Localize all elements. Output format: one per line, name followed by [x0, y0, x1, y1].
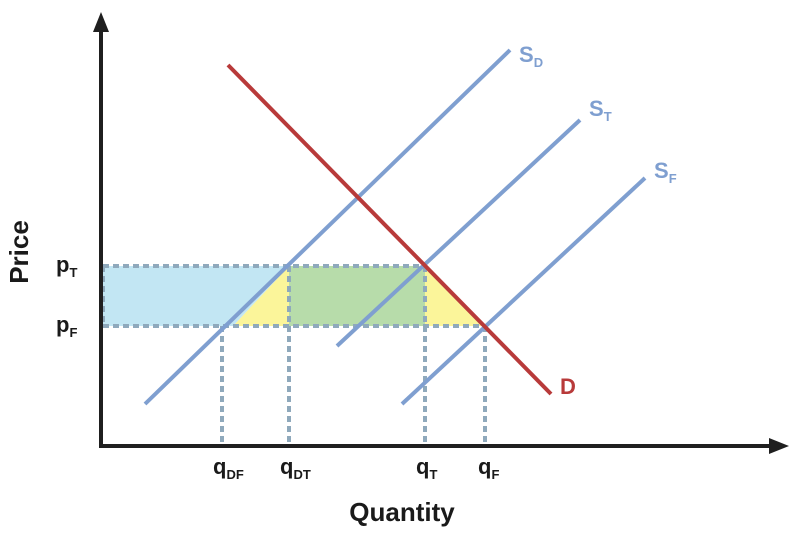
price-label-pT: pT	[56, 252, 77, 280]
region-blue-strip	[222, 266, 233, 326]
supply-curve-ST	[335, 118, 582, 348]
quantity-label-qT: qT	[416, 454, 437, 482]
quantity-label-qDF: qDF	[213, 454, 244, 482]
quantity-label-qDT: qDT	[280, 454, 311, 482]
quantity-label-qF: qF	[478, 454, 499, 482]
x-axis-arrow-icon	[769, 438, 789, 454]
region-blue	[103, 266, 223, 326]
region-blue-tri	[233, 266, 289, 326]
supply-curve-SF	[400, 176, 647, 406]
demand-curve	[226, 63, 553, 396]
region-green	[289, 266, 425, 326]
y-axis-label: Price	[4, 220, 34, 284]
y-axis-arrow-icon	[93, 12, 109, 32]
price-label-pF: pF	[56, 312, 77, 340]
supply-curve-SD	[143, 48, 512, 406]
curve-label-D: D	[560, 374, 576, 399]
curve-label-ST: ST	[589, 96, 612, 124]
curve-label-SD: SD	[519, 42, 543, 70]
x-axis-label: Quantity	[349, 497, 455, 527]
curve-label-SF: SF	[654, 158, 677, 186]
